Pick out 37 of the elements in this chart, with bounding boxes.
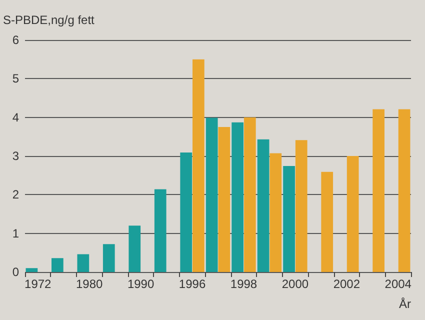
bar xyxy=(257,139,270,272)
x-tick-label: 1972 xyxy=(24,277,52,291)
bar xyxy=(128,226,141,272)
x-tick-label: 1996 xyxy=(178,277,206,291)
x-tick-label: 1990 xyxy=(127,277,154,291)
bar xyxy=(154,189,166,272)
y-tick-label: 3 xyxy=(12,149,20,163)
bar xyxy=(232,122,244,272)
x-tick-label: 1980 xyxy=(76,277,104,291)
bar xyxy=(270,153,282,272)
bar xyxy=(77,254,90,272)
y-tick-label: 5 xyxy=(12,72,20,86)
bar xyxy=(398,109,410,272)
y-tick-label: 0 xyxy=(12,265,20,279)
bar xyxy=(295,140,308,272)
bar xyxy=(321,172,334,272)
bar xyxy=(52,258,64,272)
x-axis-title: År xyxy=(399,297,412,311)
bar xyxy=(372,109,384,272)
x-tick-label: 1998 xyxy=(230,277,258,291)
bar xyxy=(218,127,230,272)
bar xyxy=(26,268,38,272)
x-tick-label: 2004 xyxy=(384,277,412,291)
bar xyxy=(244,117,256,272)
bar xyxy=(206,118,218,272)
bar xyxy=(180,152,192,272)
bar xyxy=(192,59,204,272)
y-tick-label: 2 xyxy=(12,188,20,202)
y-tick-label: 4 xyxy=(12,110,20,124)
y-tick-label: 1 xyxy=(12,226,20,240)
y-tick-label: 6 xyxy=(12,33,20,47)
bar xyxy=(346,156,359,272)
bar xyxy=(283,166,295,272)
bar xyxy=(102,244,115,272)
y-axis-title: S-PBDE,ng/g fett xyxy=(3,13,96,27)
x-tick-label: 2000 xyxy=(282,277,309,291)
x-tick-label: 2002 xyxy=(333,277,360,291)
